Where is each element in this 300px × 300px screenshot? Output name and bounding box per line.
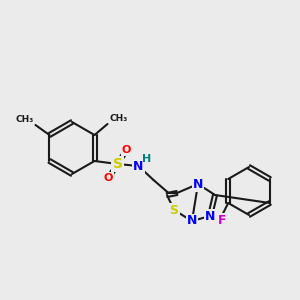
Text: N: N [133,160,144,172]
Text: CH₃: CH₃ [15,115,34,124]
Text: H: H [142,154,151,164]
Text: N: N [187,214,197,227]
Text: CH₃: CH₃ [110,114,128,123]
Text: S: S [112,157,122,171]
Text: S: S [169,203,178,217]
Text: O: O [122,145,131,155]
Text: O: O [104,173,113,183]
Text: N: N [193,178,203,190]
Text: F: F [218,214,226,226]
Text: N: N [205,209,215,223]
